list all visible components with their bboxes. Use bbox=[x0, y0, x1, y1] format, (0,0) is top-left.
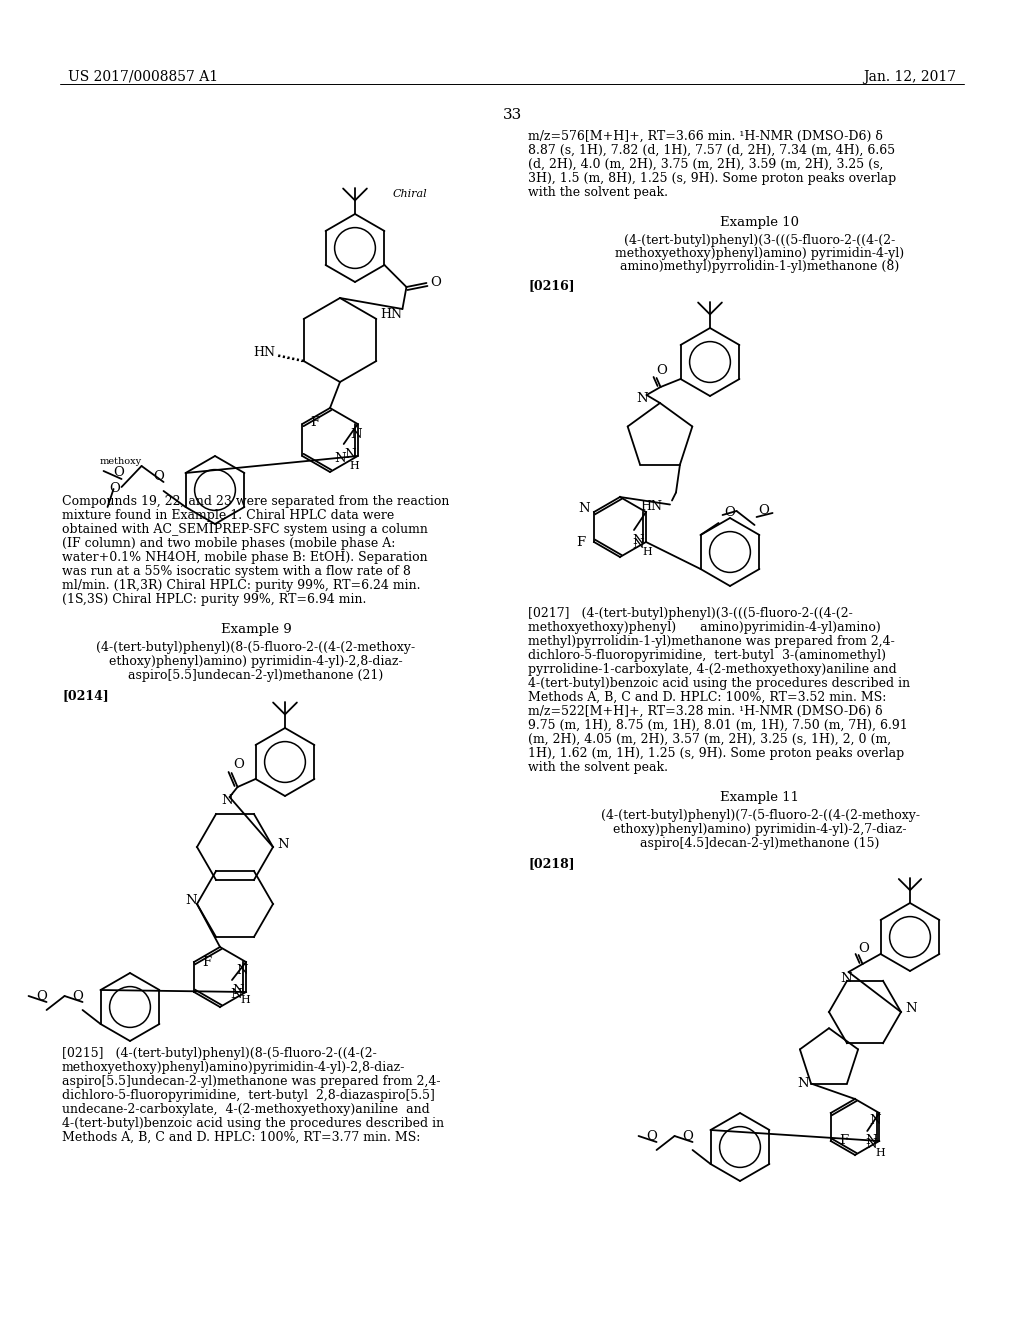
Text: O: O bbox=[73, 990, 83, 1003]
Text: O: O bbox=[646, 1130, 657, 1143]
Text: O: O bbox=[233, 759, 245, 771]
Text: N: N bbox=[350, 428, 361, 441]
Text: Jan. 12, 2017: Jan. 12, 2017 bbox=[863, 70, 956, 84]
Text: HN: HN bbox=[381, 308, 402, 321]
Text: water+0.1% NH4OH, mobile phase B: EtOH). Separation: water+0.1% NH4OH, mobile phase B: EtOH).… bbox=[62, 550, 428, 564]
Text: methoxyethoxy)phenyl)amino) pyrimidin-4-yl): methoxyethoxy)phenyl)amino) pyrimidin-4-… bbox=[615, 247, 904, 260]
Text: HN: HN bbox=[254, 346, 275, 359]
Text: [0215]   (4-(tert-butyl)phenyl)(8-(5-fluoro-2-((4-(2-: [0215] (4-(tert-butyl)phenyl)(8-(5-fluor… bbox=[62, 1047, 377, 1060]
Text: (d, 2H), 4.0 (m, 2H), 3.75 (m, 2H), 3.59 (m, 2H), 3.25 (s,: (d, 2H), 4.0 (m, 2H), 3.75 (m, 2H), 3.59… bbox=[528, 158, 884, 172]
Text: N: N bbox=[221, 795, 233, 808]
Text: 33: 33 bbox=[503, 108, 521, 121]
Text: Example 11: Example 11 bbox=[721, 791, 800, 804]
Text: H: H bbox=[642, 546, 651, 557]
Text: ml/min. (1R,3R) Chiral HPLC: purity 99%, RT=6.24 min.: ml/min. (1R,3R) Chiral HPLC: purity 99%,… bbox=[62, 579, 421, 591]
Text: m/z=522[M+H]+, RT=3.28 min. ¹H-NMR (DMSO-D6) δ: m/z=522[M+H]+, RT=3.28 min. ¹H-NMR (DMSO… bbox=[528, 705, 883, 718]
Text: N: N bbox=[869, 1114, 881, 1127]
Text: with the solvent peak.: with the solvent peak. bbox=[528, 186, 668, 199]
Text: O: O bbox=[725, 507, 735, 520]
Text: [0214]: [0214] bbox=[62, 689, 109, 702]
Text: N: N bbox=[185, 895, 197, 908]
Text: O: O bbox=[656, 364, 668, 378]
Text: F: F bbox=[577, 536, 585, 549]
Text: N: N bbox=[230, 987, 242, 1001]
Text: Methods A, B, C and D. HPLC: 100%, RT=3.77 min. MS:: Methods A, B, C and D. HPLC: 100%, RT=3.… bbox=[62, 1131, 421, 1144]
Text: methoxy: methoxy bbox=[99, 457, 141, 466]
Text: N: N bbox=[232, 985, 244, 998]
Text: aspiro[4.5]decan-2-yl)methanone (15): aspiro[4.5]decan-2-yl)methanone (15) bbox=[640, 837, 880, 850]
Text: ethoxy)phenyl)amino) pyrimidin-4-yl)-2,7-diaz-: ethoxy)phenyl)amino) pyrimidin-4-yl)-2,7… bbox=[613, 822, 906, 836]
Text: Example 9: Example 9 bbox=[220, 623, 292, 636]
Text: was run at a 55% isocratic system with a flow rate of 8: was run at a 55% isocratic system with a… bbox=[62, 565, 411, 578]
Text: Example 10: Example 10 bbox=[721, 216, 800, 228]
Text: 3H), 1.5 (m, 8H), 1.25 (s, 9H). Some proton peaks overlap: 3H), 1.5 (m, 8H), 1.25 (s, 9H). Some pro… bbox=[528, 172, 896, 185]
Text: (4-(tert-butyl)phenyl)(3-(((5-fluoro-2-((4-(2-: (4-(tert-butyl)phenyl)(3-(((5-fluoro-2-(… bbox=[625, 234, 896, 247]
Text: (IF column) and two mobile phases (mobile phase A:: (IF column) and two mobile phases (mobil… bbox=[62, 537, 395, 550]
Text: O: O bbox=[430, 276, 441, 289]
Text: O: O bbox=[683, 1130, 693, 1143]
Text: (4-(tert-butyl)phenyl)(7-(5-fluoro-2-((4-(2-methoxy-: (4-(tert-butyl)phenyl)(7-(5-fluoro-2-((4… bbox=[600, 809, 920, 822]
Text: amino)methyl)pyrrolidin-1-yl)methanone (8): amino)methyl)pyrrolidin-1-yl)methanone (… bbox=[621, 260, 900, 273]
Text: HN: HN bbox=[640, 500, 662, 513]
Text: N: N bbox=[579, 503, 590, 516]
Text: 4-(tert-butyl)benzoic acid using the procedures described in: 4-(tert-butyl)benzoic acid using the pro… bbox=[528, 677, 910, 690]
Text: N: N bbox=[334, 451, 345, 465]
Text: mixture found in Example 1. Chiral HPLC data were: mixture found in Example 1. Chiral HPLC … bbox=[62, 510, 394, 521]
Text: aspiro[5.5]undecan-2-yl)methanone was prepared from 2,4-: aspiro[5.5]undecan-2-yl)methanone was pr… bbox=[62, 1074, 440, 1088]
Text: O: O bbox=[759, 504, 769, 517]
Text: Compounds 19, 22, and 23 were separated from the reaction: Compounds 19, 22, and 23 were separated … bbox=[62, 495, 450, 508]
Text: undecane-2-carboxylate,  4-(2-methoxyethoxy)aniline  and: undecane-2-carboxylate, 4-(2-methoxyetho… bbox=[62, 1104, 430, 1115]
Text: H: H bbox=[240, 995, 250, 1005]
Text: H: H bbox=[350, 461, 359, 471]
Text: [0218]: [0218] bbox=[528, 857, 574, 870]
Text: O: O bbox=[114, 466, 125, 479]
Text: methyl)pyrrolidin-1-yl)methanone was prepared from 2,4-: methyl)pyrrolidin-1-yl)methanone was pre… bbox=[528, 635, 895, 648]
Text: N: N bbox=[637, 392, 648, 405]
Text: Chiral: Chiral bbox=[393, 189, 428, 199]
Text: 4-(tert-butyl)benzoic acid using the procedures described in: 4-(tert-butyl)benzoic acid using the pro… bbox=[62, 1117, 444, 1130]
Text: (m, 2H), 4.05 (m, 2H), 3.57 (m, 2H), 3.25 (s, 1H), 2, 0 (m,: (m, 2H), 4.05 (m, 2H), 3.57 (m, 2H), 3.2… bbox=[528, 733, 891, 746]
Text: methoxyethoxy)phenyl)amino)pyrimidin-4-yl)-2,8-diaz-: methoxyethoxy)phenyl)amino)pyrimidin-4-y… bbox=[62, 1061, 406, 1074]
Text: O: O bbox=[37, 990, 47, 1002]
Text: F: F bbox=[839, 1134, 848, 1147]
Text: methoxyethoxy)phenyl)      amino)pyrimidin-4-yl)amino): methoxyethoxy)phenyl) amino)pyrimidin-4-… bbox=[528, 620, 881, 634]
Text: US 2017/0008857 A1: US 2017/0008857 A1 bbox=[68, 70, 218, 84]
Text: [0217]   (4-(tert-butyl)phenyl)(3-(((5-fluoro-2-((4-(2-: [0217] (4-(tert-butyl)phenyl)(3-(((5-flu… bbox=[528, 607, 853, 620]
Text: Methods A, B, C and D. HPLC: 100%, RT=3.52 min. MS:: Methods A, B, C and D. HPLC: 100%, RT=3.… bbox=[528, 690, 887, 704]
Text: H: H bbox=[876, 1148, 885, 1158]
Text: N: N bbox=[841, 972, 852, 985]
Text: O: O bbox=[858, 941, 869, 954]
Text: m/z=576[M+H]+, RT=3.66 min. ¹H-NMR (DMSO-D6) δ: m/z=576[M+H]+, RT=3.66 min. ¹H-NMR (DMSO… bbox=[528, 129, 883, 143]
Text: aspiro[5.5]undecan-2-yl)methanone (21): aspiro[5.5]undecan-2-yl)methanone (21) bbox=[128, 669, 384, 682]
Text: O: O bbox=[154, 470, 165, 483]
Text: (1S,3S) Chiral HPLC: purity 99%, RT=6.94 min.: (1S,3S) Chiral HPLC: purity 99%, RT=6.94… bbox=[62, 593, 367, 606]
Text: N: N bbox=[278, 837, 289, 850]
Text: F: F bbox=[202, 956, 211, 969]
Text: 9.75 (m, 1H), 8.75 (m, 1H), 8.01 (m, 1H), 7.50 (m, 7H), 6.91: 9.75 (m, 1H), 8.75 (m, 1H), 8.01 (m, 1H)… bbox=[528, 719, 907, 733]
Text: [0216]: [0216] bbox=[528, 279, 574, 292]
Text: N: N bbox=[905, 1002, 916, 1015]
Text: obtained with AC_SEMIPREP-SFC system using a column: obtained with AC_SEMIPREP-SFC system usi… bbox=[62, 523, 428, 536]
Text: with the solvent peak.: with the solvent peak. bbox=[528, 762, 668, 774]
Text: N: N bbox=[632, 535, 644, 548]
Text: pyrrolidine-1-carboxylate, 4-(2-methoxyethoxy)aniline and: pyrrolidine-1-carboxylate, 4-(2-methoxye… bbox=[528, 663, 897, 676]
Text: N: N bbox=[344, 449, 355, 462]
Text: N: N bbox=[865, 1138, 877, 1151]
Text: dichloro-5-fluoropyrimidine,  tert-butyl  2,8-diazaspiro[5.5]: dichloro-5-fluoropyrimidine, tert-butyl … bbox=[62, 1089, 435, 1102]
Text: (4-(tert-butyl)phenyl)(8-(5-fluoro-2-((4-(2-methoxy-: (4-(tert-butyl)phenyl)(8-(5-fluoro-2-((4… bbox=[96, 642, 416, 653]
Text: N: N bbox=[632, 537, 644, 550]
Text: N: N bbox=[797, 1077, 809, 1090]
Text: dichloro-5-fluoropyrimidine,  tert-butyl  3-(aminomethyl): dichloro-5-fluoropyrimidine, tert-butyl … bbox=[528, 649, 886, 663]
Text: O: O bbox=[110, 483, 121, 495]
Text: 1H), 1.62 (m, 1H), 1.25 (s, 9H). Some proton peaks overlap: 1H), 1.62 (m, 1H), 1.25 (s, 9H). Some pr… bbox=[528, 747, 904, 760]
Text: F: F bbox=[310, 416, 319, 429]
Text: N: N bbox=[865, 1134, 878, 1147]
Text: 8.87 (s, 1H), 7.82 (d, 1H), 7.57 (d, 2H), 7.34 (m, 4H), 6.65: 8.87 (s, 1H), 7.82 (d, 1H), 7.57 (d, 2H)… bbox=[528, 144, 895, 157]
Text: ethoxy)phenyl)amino) pyrimidin-4-yl)-2,8-diaz-: ethoxy)phenyl)amino) pyrimidin-4-yl)-2,8… bbox=[110, 655, 402, 668]
Text: N: N bbox=[237, 964, 248, 977]
